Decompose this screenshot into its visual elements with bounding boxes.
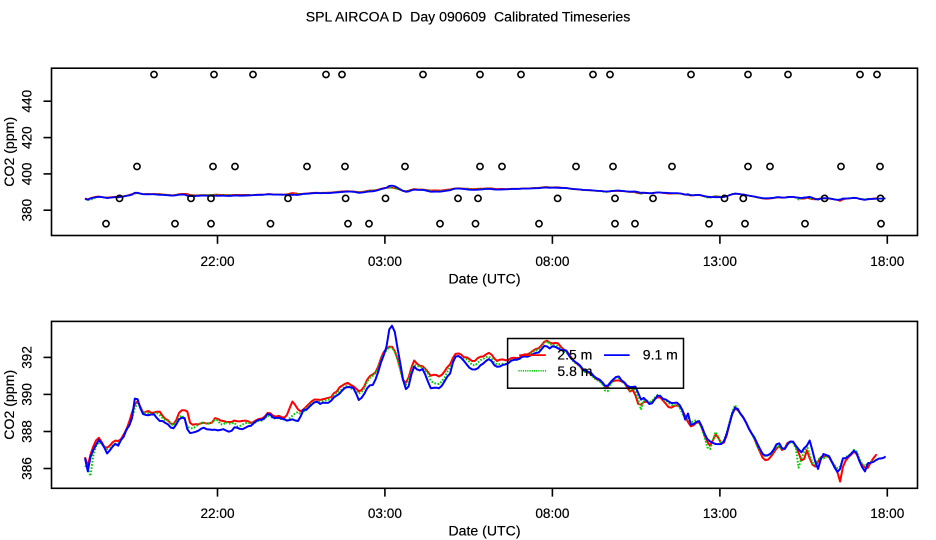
svg-text:CO2 (ppm): CO2 (ppm)	[1, 370, 17, 440]
svg-text:CO2 (ppm): CO2 (ppm)	[1, 117, 17, 187]
svg-text:400: 400	[20, 162, 35, 185]
svg-text:386: 386	[20, 457, 35, 480]
svg-text:Date (UTC): Date (UTC)	[448, 270, 520, 286]
svg-text:03:00: 03:00	[368, 254, 402, 269]
svg-text:420: 420	[20, 126, 35, 149]
svg-text:380: 380	[20, 198, 35, 221]
svg-text:13:00: 13:00	[703, 506, 737, 521]
svg-text:440: 440	[20, 89, 35, 112]
svg-text:03:00: 03:00	[368, 506, 402, 521]
svg-text:5.8 m: 5.8 m	[557, 363, 592, 379]
svg-text:18:00: 18:00	[870, 506, 904, 521]
svg-text:08:00: 08:00	[535, 506, 569, 521]
svg-text:392: 392	[20, 346, 35, 369]
svg-text:13:00: 13:00	[703, 254, 737, 269]
svg-text:388: 388	[20, 420, 35, 443]
svg-text:SPL AIRCOA D Day 090609 Cali: SPL AIRCOA D Day 090609 Calibrated Times…	[306, 9, 631, 25]
svg-text:9.1 m: 9.1 m	[643, 347, 678, 363]
svg-text:18:00: 18:00	[870, 254, 904, 269]
svg-text:Date (UTC): Date (UTC)	[448, 523, 520, 539]
svg-text:2.5 m: 2.5 m	[557, 347, 592, 363]
svg-text:22:00: 22:00	[200, 254, 234, 269]
svg-text:08:00: 08:00	[535, 254, 569, 269]
svg-text:390: 390	[20, 383, 35, 406]
svg-text:22:00: 22:00	[200, 506, 234, 521]
